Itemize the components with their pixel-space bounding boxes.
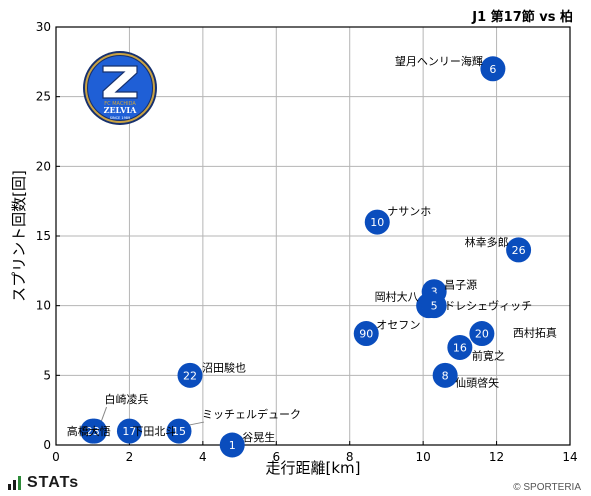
player-name-label: 沼田駿也 bbox=[202, 360, 246, 374]
x-tick-label: 6 bbox=[272, 450, 280, 464]
grid-lines bbox=[56, 27, 570, 445]
player-name-label: 昌子源 bbox=[444, 278, 477, 292]
stats-brand: STATs bbox=[8, 474, 79, 492]
player-number: 26 bbox=[512, 244, 526, 257]
data-points: 610263505902016822132317151 bbox=[80, 56, 532, 458]
x-tick-label: 10 bbox=[416, 450, 431, 464]
x-tick-label: 8 bbox=[346, 450, 354, 464]
player-point bbox=[353, 321, 379, 347]
y-axis-label: スプリント回数[回] bbox=[10, 170, 28, 302]
y-tick-label: 10 bbox=[36, 299, 51, 313]
player-name-label: 仙頭啓矢 bbox=[455, 375, 499, 389]
x-tick-label: 2 bbox=[126, 450, 134, 464]
stats-bars-icon bbox=[8, 476, 21, 490]
club-logo: FC MACHIDA ZELVIA SINCE 1989 bbox=[83, 51, 157, 125]
player-point bbox=[80, 418, 106, 444]
point-labels: 望月ヘンリー海輝ナサンホ林幸多郎昌子源岡村大八ドレシェヴィッチオセフン西村拓真前… bbox=[67, 54, 557, 444]
logo-since: SINCE 1989 bbox=[110, 116, 131, 120]
player-name-label: 高橋大悟 bbox=[67, 424, 111, 438]
player-name-label: 下田北斗 bbox=[132, 425, 176, 438]
player-point bbox=[447, 334, 473, 360]
player-number: 90 bbox=[359, 328, 373, 341]
player-point bbox=[219, 432, 245, 458]
player-name-label: 林幸多郎 bbox=[465, 235, 509, 249]
y-tick-label: 30 bbox=[36, 20, 51, 34]
player-point bbox=[421, 293, 447, 319]
player-number: 17 bbox=[122, 425, 136, 438]
page-title: J1 第17節 vs 柏 bbox=[472, 10, 573, 25]
x-tick-label: 14 bbox=[562, 450, 577, 464]
player-name-label: 前寛之 bbox=[472, 348, 505, 362]
player-name-label: ナサンホ bbox=[387, 205, 431, 218]
player-number: 8 bbox=[442, 369, 449, 382]
player-number: 15 bbox=[172, 425, 186, 438]
logo-name: ZELVIA bbox=[104, 105, 138, 115]
x-axis-label: 走行距離[km] bbox=[265, 459, 360, 477]
player-point bbox=[166, 418, 192, 444]
player-number: 1 bbox=[229, 439, 236, 452]
player-number: 3 bbox=[431, 286, 438, 299]
player-name-label: ミッチェルデューク bbox=[202, 407, 301, 421]
player-name-label: 望月ヘンリー海輝 bbox=[395, 54, 483, 68]
player-name-label: オセフン bbox=[376, 319, 420, 332]
player-point bbox=[480, 56, 506, 82]
x-tick-label: 4 bbox=[199, 450, 207, 464]
y-tick-label: 20 bbox=[36, 159, 51, 173]
y-tick-label: 15 bbox=[36, 229, 51, 243]
stats-brand-text: STATs bbox=[27, 474, 80, 491]
y-tick-label: 5 bbox=[43, 368, 51, 382]
logo-gold-ring bbox=[85, 53, 155, 123]
player-point bbox=[469, 321, 495, 347]
player-point bbox=[432, 362, 458, 388]
y-tick-label: 25 bbox=[36, 90, 51, 104]
player-point bbox=[364, 209, 390, 235]
player-name-label: ドレシェヴィッチ bbox=[444, 299, 532, 313]
player-number: 16 bbox=[453, 341, 467, 354]
y-tick-label: 0 bbox=[43, 438, 51, 452]
player-point bbox=[116, 418, 142, 444]
credit-text: © SPORTERIA bbox=[513, 482, 581, 493]
player-number: 10 bbox=[370, 216, 384, 229]
player-name-label: 谷晃生 bbox=[242, 430, 275, 444]
player-number: 23 bbox=[86, 425, 100, 438]
player-number: 5 bbox=[431, 300, 438, 313]
x-tick-label: 12 bbox=[489, 450, 504, 464]
logo-z-mark bbox=[102, 65, 138, 99]
player-name-label: 岡村大八 bbox=[375, 290, 419, 304]
player-number: 20 bbox=[475, 328, 489, 341]
player-name-label: 西村拓真 bbox=[513, 326, 557, 340]
x-tick-label: 0 bbox=[52, 450, 60, 464]
player-point bbox=[506, 237, 532, 263]
player-point bbox=[177, 362, 203, 388]
player-number: 6 bbox=[489, 63, 496, 76]
player-name-label: 白崎凌兵 bbox=[105, 392, 149, 406]
logo-top-text: FC MACHIDA bbox=[104, 101, 136, 107]
player-number: 22 bbox=[183, 369, 197, 382]
plot-frame bbox=[55, 26, 571, 446]
